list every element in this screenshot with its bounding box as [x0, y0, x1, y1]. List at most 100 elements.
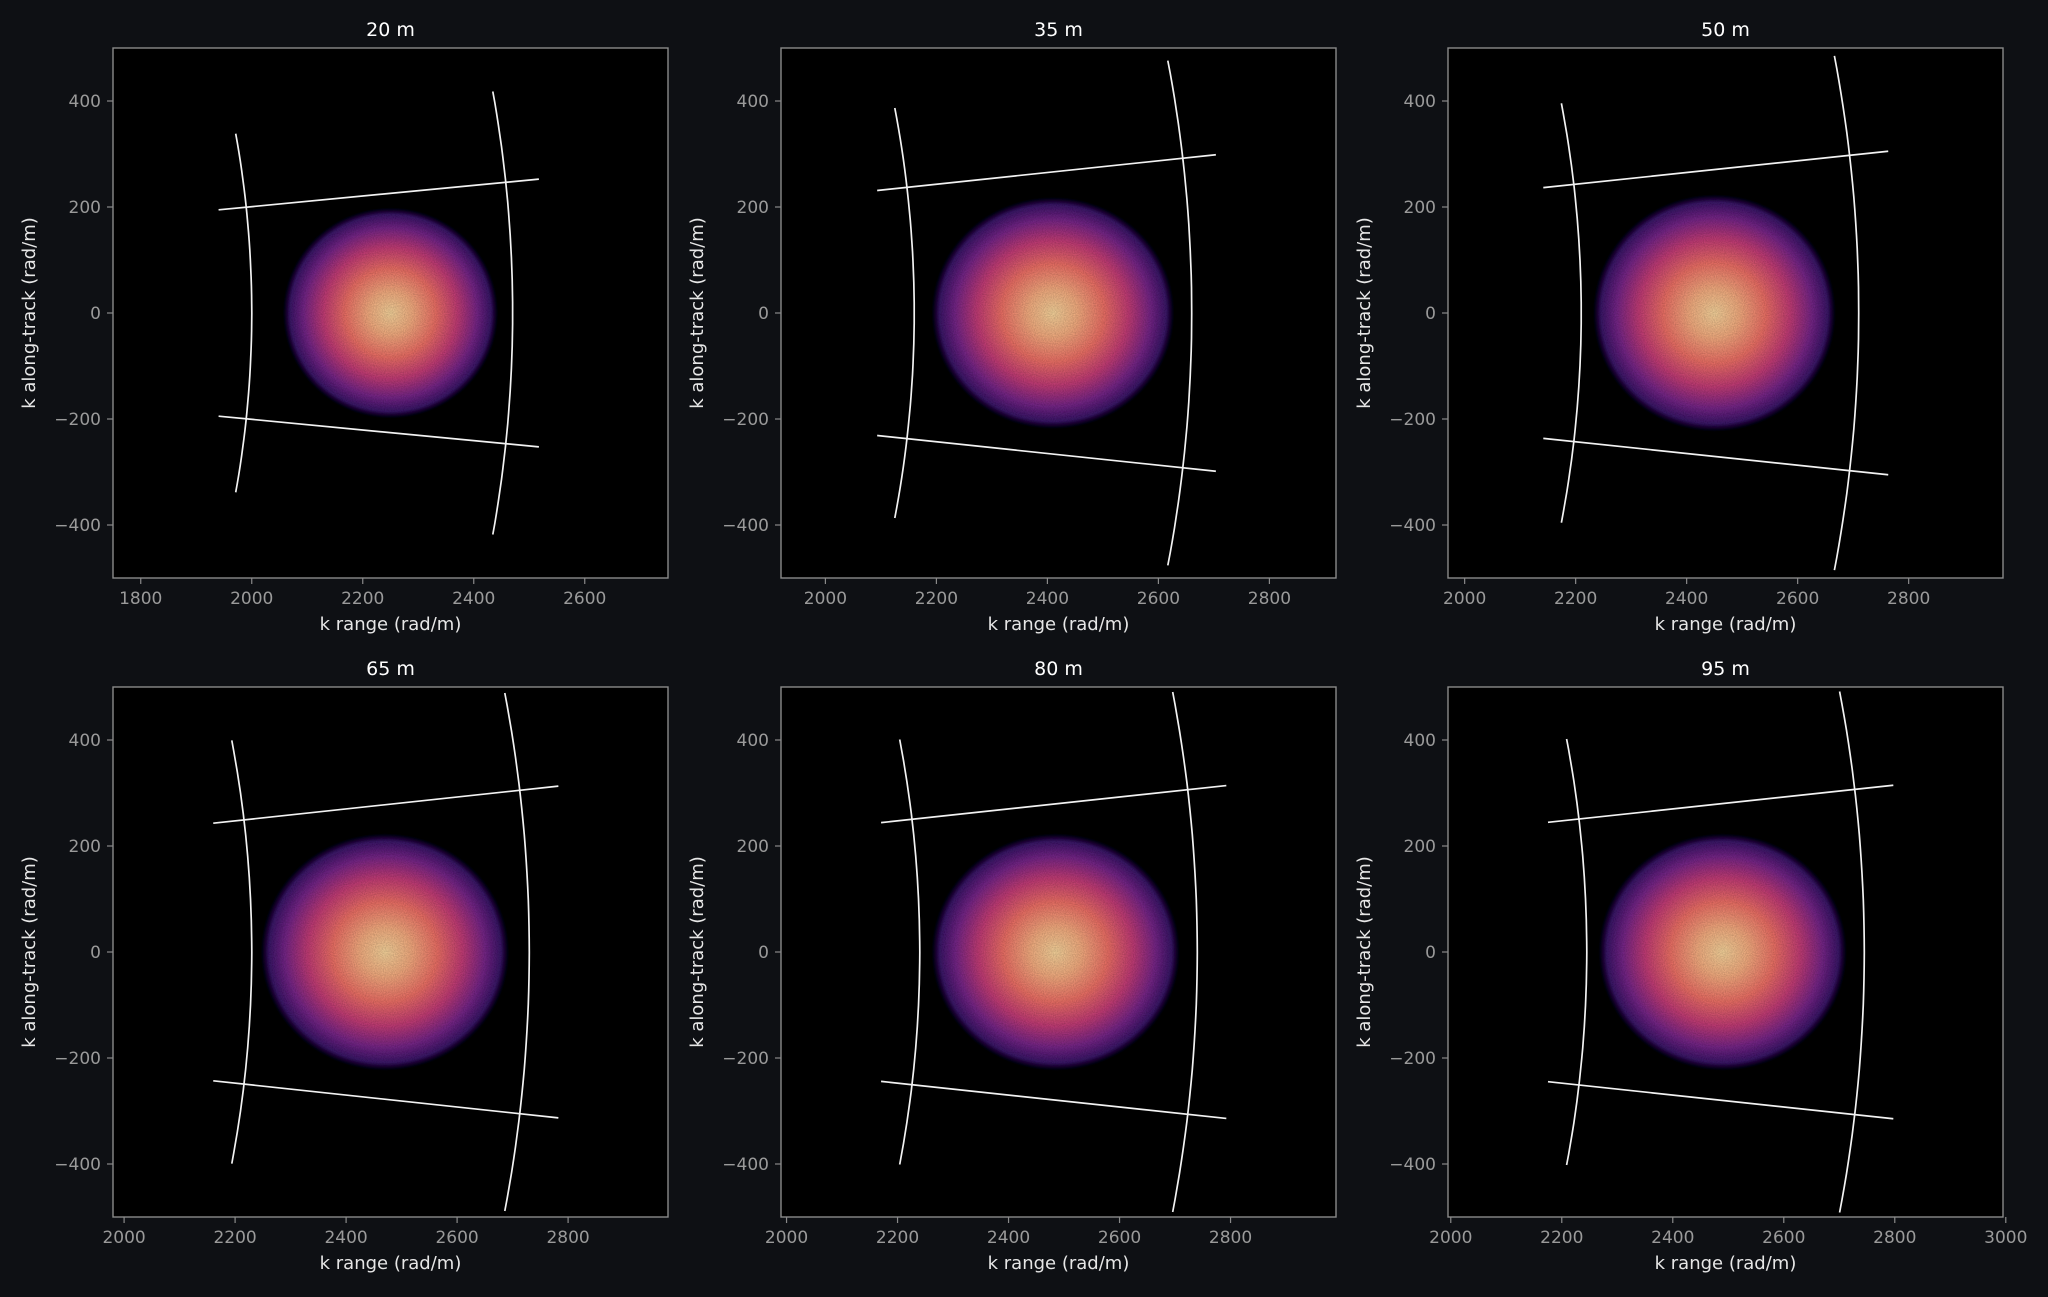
lower-radial-line [880, 1080, 1227, 1120]
x-axis-label: k range (rad/m) [988, 1253, 1130, 1274]
x-tick-label: 1800 [119, 589, 162, 609]
density-cloud [1597, 832, 1848, 1072]
y-tick-label: 0 [90, 943, 101, 963]
y-tick-label: 400 [737, 92, 769, 112]
inner-arc [230, 740, 253, 1164]
upper-radial-line [880, 784, 1227, 824]
y-tick-label: 200 [1404, 837, 1436, 857]
y-tick-label: −200 [54, 410, 101, 430]
upper-radial-line [877, 153, 1216, 192]
x-tick-label: 2800 [1873, 1228, 1916, 1248]
y-axis-label: k along-track (rad/m) [687, 217, 708, 409]
lower-radial-line [1547, 1080, 1894, 1120]
inner-arc [893, 107, 916, 519]
inner-arc [1560, 103, 1583, 523]
y-tick-label: −200 [722, 410, 769, 430]
lower-radial-line [213, 1079, 559, 1119]
panel-title: 50 m [1701, 19, 1750, 41]
x-tick-label: 2400 [452, 589, 495, 609]
y-tick-label: −200 [722, 1049, 769, 1069]
density-cloud [930, 832, 1181, 1072]
inner-arc [234, 133, 253, 493]
x-tick-label: 2600 [563, 589, 606, 609]
y-tick-label: 0 [758, 304, 769, 324]
y-tick-label: 200 [69, 198, 101, 218]
x-tick-label: 2800 [1248, 589, 1291, 609]
y-axis-label: k along-track (rad/m) [1354, 217, 1375, 409]
x-tick-label: 2000 [1429, 1228, 1472, 1248]
y-tick-label: 0 [90, 304, 101, 324]
panel-title: 80 m [1034, 658, 1083, 680]
x-tick-label: 2200 [1554, 589, 1597, 609]
density-cloud [282, 207, 499, 419]
x-axis-label: k range (rad/m) [320, 614, 462, 635]
x-tick-label: 2400 [1665, 589, 1708, 609]
x-tick-label: 2000 [102, 1228, 145, 1248]
x-tick-label: 2600 [1776, 589, 1819, 609]
x-axis-label: k range (rad/m) [1655, 614, 1797, 635]
y-tick-label: −200 [1389, 410, 1436, 430]
x-axis-label: k range (rad/m) [320, 1253, 462, 1274]
y-tick-label: −400 [1389, 516, 1436, 536]
upper-radial-line [218, 178, 539, 211]
y-tick-label: 400 [69, 92, 101, 112]
x-tick-label: 2600 [1762, 1228, 1805, 1248]
x-tick-label: 2200 [876, 1228, 919, 1248]
x-tick-label: 2800 [546, 1228, 589, 1248]
y-tick-label: 400 [1404, 92, 1436, 112]
panel-title: 20 m [366, 19, 415, 41]
y-axis-label: k along-track (rad/m) [19, 217, 40, 409]
y-axis-label: k along-track (rad/m) [1354, 856, 1375, 1048]
y-tick-label: 200 [737, 198, 769, 218]
y-tick-label: 0 [1425, 943, 1436, 963]
x-tick-label: 2200 [341, 589, 384, 609]
y-tick-label: −400 [54, 516, 101, 536]
x-tick-label: 2400 [1651, 1228, 1694, 1248]
y-tick-label: −400 [722, 516, 769, 536]
density-cloud [930, 196, 1176, 430]
x-tick-label: 2600 [1137, 589, 1180, 609]
inner-arc [898, 739, 921, 1165]
lower-radial-line [218, 415, 539, 448]
y-tick-label: 400 [69, 731, 101, 751]
y-tick-label: 200 [69, 837, 101, 857]
x-tick-label: 2000 [1443, 589, 1486, 609]
density-cloud [260, 832, 510, 1072]
x-tick-label: 2600 [435, 1228, 478, 1248]
x-tick-label: 2200 [1540, 1228, 1583, 1248]
outer-arc [491, 91, 514, 535]
panel-title: 95 m [1701, 658, 1750, 680]
x-tick-label: 2000 [230, 589, 273, 609]
outer-arc [1166, 60, 1193, 566]
y-axis-label: k along-track (rad/m) [687, 856, 708, 1048]
x-tick-label: 2200 [915, 589, 958, 609]
y-tick-label: 400 [1404, 731, 1436, 751]
x-tick-label: 3000 [1984, 1228, 2027, 1248]
inner-arc [1565, 738, 1588, 1166]
y-tick-label: 200 [737, 837, 769, 857]
x-axis-label: k range (rad/m) [1655, 1253, 1797, 1274]
outer-arc [1838, 691, 1866, 1213]
upper-radial-line [1543, 150, 1889, 189]
upper-radial-line [1547, 784, 1894, 824]
x-tick-label: 2800 [1887, 589, 1930, 609]
outer-arc [1833, 55, 1860, 571]
x-axis-label: k range (rad/m) [988, 614, 1130, 635]
y-tick-label: 0 [758, 943, 769, 963]
y-tick-label: −200 [1389, 1049, 1436, 1069]
upper-radial-line [213, 785, 559, 825]
x-tick-label: 2400 [987, 1228, 1030, 1248]
x-tick-label: 2000 [804, 589, 847, 609]
y-tick-label: −400 [722, 1155, 769, 1175]
x-tick-label: 2200 [213, 1228, 256, 1248]
x-tick-label: 2000 [765, 1228, 808, 1248]
lower-radial-line [877, 434, 1216, 473]
panel-title: 35 m [1034, 19, 1083, 41]
outer-arc [1171, 691, 1199, 1213]
x-tick-label: 2400 [1026, 589, 1069, 609]
